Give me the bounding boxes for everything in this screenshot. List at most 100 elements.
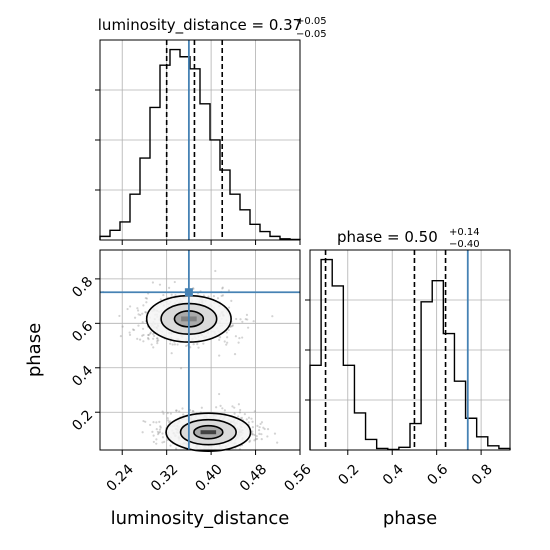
scatter-point [231, 405, 234, 408]
scatter-point [141, 334, 144, 337]
scatter-point [149, 332, 152, 335]
scatter-point [227, 289, 231, 292]
scatter-point [192, 410, 195, 413]
scatter-point [239, 318, 242, 321]
scatter-point [233, 353, 237, 356]
scatter-point [238, 337, 241, 340]
scatter-point [251, 425, 254, 429]
scatter-point [161, 432, 164, 435]
scatter-point [238, 411, 242, 414]
scatter-point [266, 435, 269, 438]
luminosity-distance-title: luminosity_distance = 0.37 [98, 16, 302, 35]
scatter-point [152, 440, 155, 444]
scatter-point [260, 421, 264, 424]
scatter-point [159, 425, 162, 428]
scatter-point [252, 320, 255, 323]
scatter-point [223, 340, 226, 343]
scatter-point [156, 337, 159, 340]
scatter-point [166, 412, 169, 415]
joint-ytick-label-3: 0.8 [69, 274, 96, 301]
scatter-point [239, 408, 242, 412]
scatter-point [170, 293, 173, 296]
scatter-point [128, 331, 131, 334]
scatter-point [229, 325, 232, 328]
scatter-point [147, 333, 150, 337]
scatter-point [219, 336, 222, 339]
hist2-xtick-label-0: 0.2 [335, 461, 362, 488]
scatter-point [260, 438, 263, 441]
scatter-point [142, 340, 145, 343]
scatter-point [144, 311, 147, 314]
joint-axes-frame [99, 249, 301, 451]
scatter-point [254, 438, 257, 441]
scatter-point [225, 331, 228, 334]
scatter-point [170, 352, 173, 355]
scatter-point [152, 434, 155, 437]
scatter-point [181, 407, 184, 410]
scatter-point [155, 337, 159, 340]
scatter-point [250, 417, 253, 420]
scatter-point [215, 406, 218, 409]
scatter-point [241, 336, 244, 339]
hist1-histogram-steps [99, 48, 301, 241]
scatter-point [163, 440, 166, 443]
x-axis-label-phase: phase [383, 508, 437, 529]
scatter-point [126, 307, 129, 311]
scatter-point [156, 430, 160, 433]
scatter-point [271, 315, 274, 318]
scatter-point [218, 354, 221, 357]
scatter-point [147, 338, 150, 341]
scatter-point [157, 431, 160, 435]
luminosity-distance-histogram-panel [95, 39, 301, 245]
scatter-point [136, 307, 139, 310]
scatter-point [136, 309, 140, 312]
scatter-point [167, 421, 171, 424]
scatter-point [225, 343, 228, 346]
scatter-point [202, 342, 205, 345]
scatter-point [155, 442, 158, 445]
scatter-point [237, 341, 240, 344]
scatter-point [144, 420, 147, 423]
scatter-point [276, 441, 279, 444]
x-axis-label-luminosity-distance: luminosity_distance [111, 508, 290, 529]
scatter-point [152, 332, 155, 336]
scatter-point [240, 416, 244, 419]
scatter-point [156, 433, 160, 436]
scatter-point [231, 325, 234, 328]
scatter-point [185, 344, 188, 348]
scatter-point [239, 417, 242, 420]
scatter-point [246, 318, 249, 321]
joint-xtick-label-0: 0.24 [104, 461, 137, 494]
scatter-point [159, 426, 162, 429]
scatter-point [220, 294, 223, 298]
scatter-point [137, 324, 140, 327]
scatter-point [137, 313, 140, 316]
scatter-point [175, 447, 178, 450]
scatter-point [151, 281, 155, 284]
y-axis-label-phase: phase [24, 323, 45, 377]
scatter-point [152, 337, 155, 340]
density-core-mode2 [200, 430, 217, 435]
scatter-point [149, 331, 152, 334]
scatter-point [145, 301, 148, 304]
scatter-point [241, 320, 244, 323]
scatter-point [221, 286, 224, 289]
scatter-point [257, 428, 261, 432]
scatter-point [159, 298, 162, 301]
scatter-point [247, 421, 250, 424]
scatter-point [179, 367, 183, 370]
scatter-point [226, 336, 229, 339]
scatter-point [182, 413, 185, 416]
scatter-point [192, 343, 195, 346]
scatter-point [218, 338, 221, 342]
scatter-point [244, 318, 247, 321]
scatter-point [200, 406, 203, 409]
scatter-point [237, 403, 241, 406]
scatter-point [214, 269, 217, 273]
scatter-point [207, 295, 210, 298]
scatter-point [119, 334, 122, 338]
scatter-point [158, 283, 162, 286]
scatter-point [243, 413, 246, 416]
scatter-point [255, 435, 258, 438]
